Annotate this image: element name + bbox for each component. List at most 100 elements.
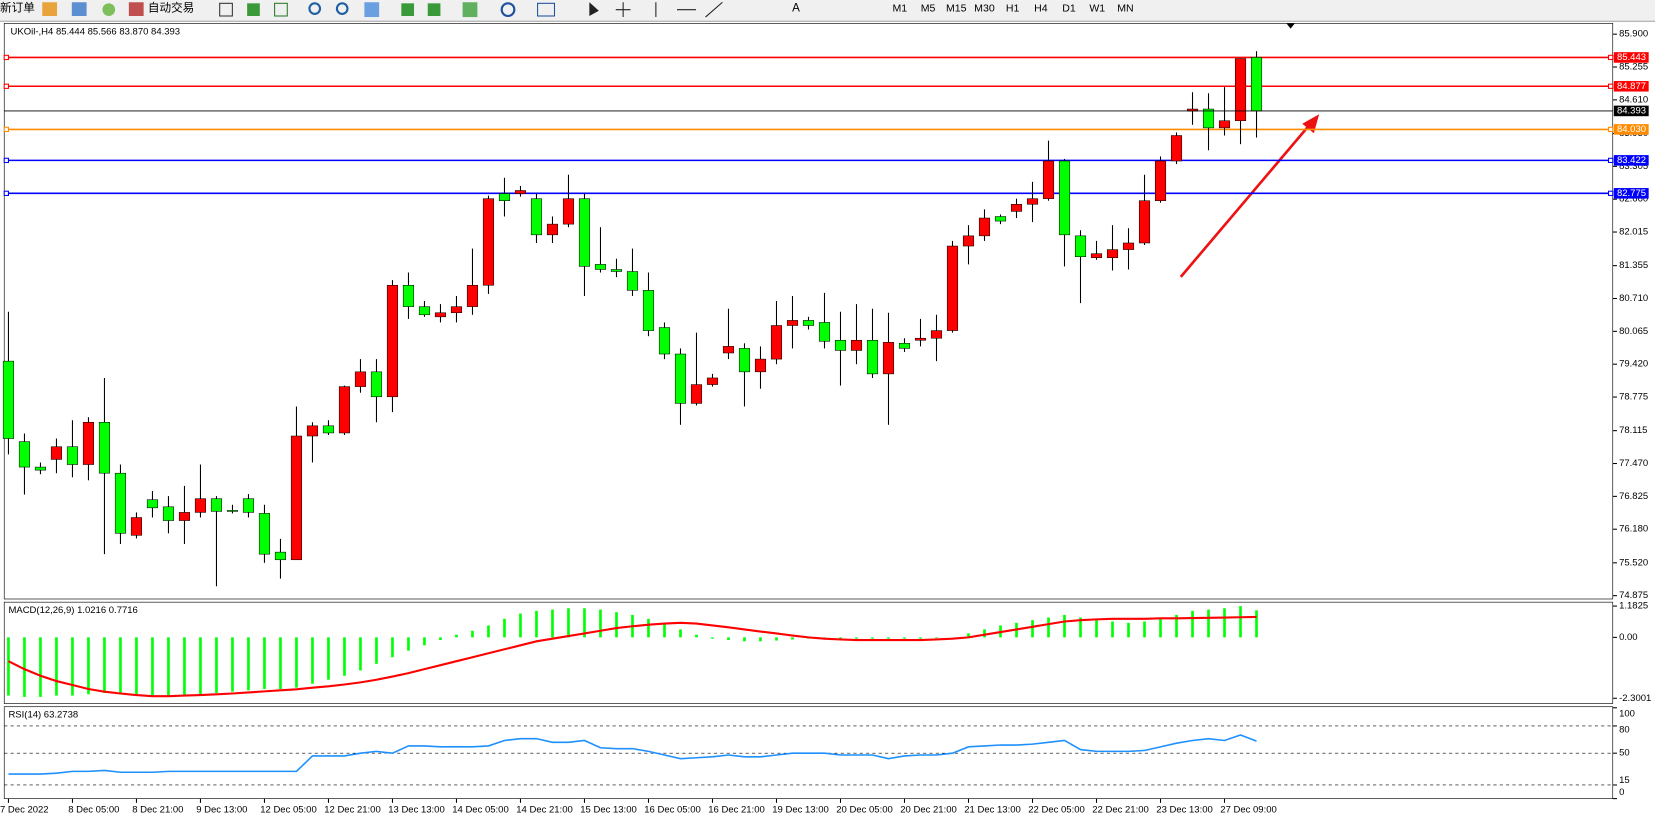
x-tick-label: 7 Dec 2022 (0, 805, 49, 816)
crosshair-icon[interactable] (615, 2, 631, 18)
candle-body (978, 217, 991, 237)
x-tick-label: 22 Dec 05:00 (1028, 805, 1085, 816)
candle-body (690, 384, 703, 404)
candle-body (498, 193, 511, 201)
icon[interactable] (500, 2, 516, 18)
x-tick-label: 16 Dec 21:00 (708, 805, 765, 816)
icon[interactable] (71, 2, 87, 16)
x-tick-label: 8 Dec 05:00 (68, 805, 119, 816)
auto-trading-button[interactable]: 自动交易 (148, 1, 194, 15)
candle-body (850, 339, 863, 351)
price-label-bg (1613, 155, 1649, 166)
cursor-icon[interactable] (589, 2, 599, 16)
icon[interactable] (537, 2, 556, 17)
icon[interactable] (219, 2, 233, 17)
icon[interactable] (364, 2, 380, 18)
candle-body (610, 269, 623, 272)
candle-body (1234, 58, 1247, 122)
timeframe-button[interactable]: H1 (1006, 2, 1020, 14)
timeframe-button[interactable]: M30 (974, 2, 995, 14)
y-tick-label: 74.875 (1619, 590, 1648, 601)
icon[interactable] (308, 2, 322, 15)
candle-body (402, 284, 415, 307)
y-tick-label: 0 (1619, 787, 1624, 798)
candle-body (466, 284, 479, 307)
candle-body (2, 360, 14, 439)
candle-body (482, 198, 495, 286)
x-tick-label: 8 Dec 21:00 (132, 805, 183, 816)
candle-body (1090, 253, 1103, 259)
price-label: 82.775 (1617, 188, 1646, 199)
price-label-bg (1613, 52, 1649, 63)
rsi-header: RSI(14) 63.2738 (8, 710, 78, 721)
candle-body (754, 358, 767, 373)
candle-body (1106, 249, 1119, 259)
icon[interactable] (42, 2, 58, 16)
price-label: 84.877 (1617, 81, 1646, 92)
icon[interactable] (274, 2, 288, 17)
candle-body (626, 271, 639, 291)
line-tools[interactable] (655, 1, 723, 18)
candle-body (594, 264, 607, 270)
candle-body (898, 343, 911, 349)
y-tick-label: 80.065 (1619, 326, 1648, 337)
icon[interactable] (462, 2, 478, 18)
y-tick-label: 82.015 (1619, 227, 1648, 238)
candle-body (66, 446, 78, 465)
y-tick-label: 0.00 (1619, 632, 1638, 643)
h-line-handle (1608, 126, 1614, 133)
timeframe-button[interactable]: W1 (1089, 2, 1105, 14)
candle-body (338, 386, 351, 434)
x-tick-label: 14 Dec 21:00 (516, 805, 573, 816)
y-tick-label: 76.180 (1619, 524, 1648, 535)
timeframe-button[interactable]: H4 (1034, 2, 1048, 14)
timeframe-button[interactable]: D1 (1062, 2, 1076, 14)
icon[interactable] (128, 2, 144, 16)
candle-body (162, 506, 175, 521)
candle-body (1250, 57, 1263, 112)
x-tick-label: 20 Dec 21:00 (900, 805, 957, 816)
icon[interactable] (427, 3, 441, 16)
candle-body (82, 421, 94, 465)
h-line-handle (1608, 83, 1614, 89)
y-tick-label: 80.710 (1619, 293, 1648, 304)
text-tool[interactable]: A (792, 2, 800, 15)
price-label-bg (1613, 80, 1649, 92)
candle-body (1138, 200, 1151, 244)
new-order-button[interactable]: 新订单 (0, 1, 35, 15)
candle-body (930, 330, 943, 339)
icon[interactable] (335, 2, 349, 15)
timeframe-button[interactable]: M15 (946, 2, 967, 14)
y-tick-label: 85.900 (1619, 29, 1648, 40)
y-tick-label: 15 (1619, 775, 1630, 786)
y-tick-label: 50 (1619, 748, 1630, 759)
current-price-bg (1613, 105, 1649, 117)
candle-body (210, 498, 223, 512)
x-tick-label: 14 Dec 05:00 (452, 805, 509, 816)
icon[interactable] (102, 3, 116, 16)
timeframe-button[interactable]: MN (1117, 2, 1133, 14)
candle-body (370, 371, 383, 398)
candle-body (1026, 198, 1039, 205)
x-tick-label: 27 Dec 09:00 (1220, 805, 1277, 816)
macd-header: MACD(12,26,9) 1.0216 0.7716 (8, 605, 137, 616)
candle-body (434, 312, 447, 318)
price-label-bg (1613, 124, 1649, 135)
icon[interactable] (401, 3, 415, 16)
candle-body (1154, 160, 1167, 201)
h-line-handle (3, 190, 9, 196)
price-label: 84.030 (1617, 124, 1646, 135)
candle-body (962, 235, 975, 247)
y-tick-label: 80 (1619, 724, 1630, 735)
candle-body (178, 512, 191, 521)
candle-body (242, 498, 255, 513)
h-line-handle (1608, 54, 1614, 61)
timeframe-button[interactable]: M5 (921, 2, 936, 14)
rsi-line (8, 734, 1257, 775)
x-tick-label: 21 Dec 13:00 (964, 805, 1021, 816)
h-line-handle (3, 126, 9, 133)
candle-body (290, 435, 303, 561)
timeframe-button[interactable]: M1 (893, 2, 908, 14)
y-tick-label: 85.255 (1619, 62, 1648, 73)
icon[interactable] (247, 3, 260, 16)
